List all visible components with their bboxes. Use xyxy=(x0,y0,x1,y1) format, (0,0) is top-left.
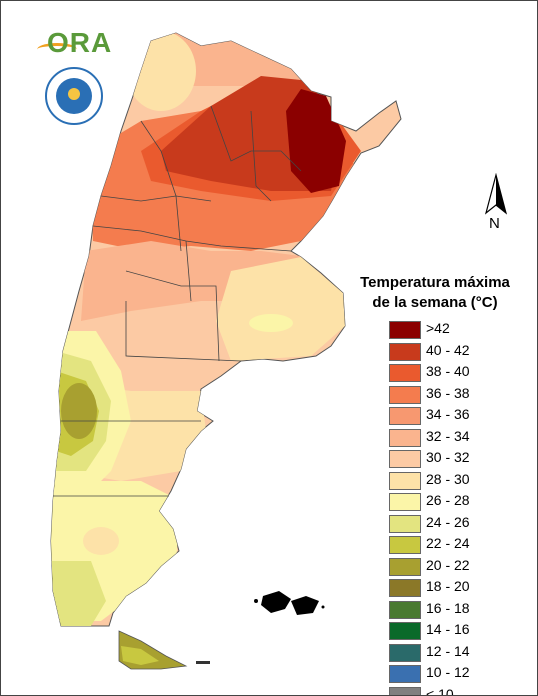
legend-swatch xyxy=(389,471,421,490)
legend-label: 36 - 38 xyxy=(426,384,470,401)
legend-swatch xyxy=(389,622,421,640)
zone-north-west-light xyxy=(126,33,196,111)
zone-28-30-south-spot xyxy=(83,527,119,555)
legend-label: >42 xyxy=(426,320,450,336)
legend-swatch xyxy=(389,600,421,619)
legend-swatch xyxy=(389,321,421,339)
legend-swatch xyxy=(389,643,421,662)
zone-24-26-south xyxy=(51,561,106,626)
zone-20-22-andes xyxy=(61,383,97,439)
legend-label: 10 - 12 xyxy=(426,664,470,680)
sun-icon xyxy=(68,88,80,100)
legend-swatch xyxy=(389,407,421,425)
province-boundaries xyxy=(53,105,302,497)
legend-label: 26 - 28 xyxy=(426,492,470,508)
legend-title: Temperatura máxima de la semana (°C) xyxy=(335,273,535,313)
legend-label: 22 - 24 xyxy=(426,535,470,551)
malvinas-islands xyxy=(254,591,325,615)
tierra-del-fuego-light xyxy=(121,646,159,665)
zone-26-28-coast xyxy=(249,314,293,332)
legend-swatch xyxy=(389,536,421,554)
legend-label: 30 - 32 xyxy=(426,449,470,465)
north-label: N xyxy=(489,215,500,232)
legend-swatch xyxy=(389,514,421,533)
isla-de-los-estados xyxy=(196,661,210,664)
legend-label: 20 - 22 xyxy=(426,556,470,573)
legend-swatch xyxy=(389,450,421,468)
north-arrow-icon xyxy=(484,173,508,215)
zone-over-42 xyxy=(286,89,346,193)
legend-label: 40 - 42 xyxy=(426,341,470,358)
legend-swatch xyxy=(389,428,421,447)
legend-label: < 10 xyxy=(426,685,454,696)
zone-32-34 xyxy=(81,241,301,321)
legend-label: 38 - 40 xyxy=(426,363,470,379)
legend-title-line1: Temperatura máxima xyxy=(360,274,510,291)
smn-logo xyxy=(45,67,103,125)
legend-title-line2: de la semana (°C) xyxy=(372,294,498,311)
legend-label: 18 - 20 xyxy=(426,578,470,594)
smn-logo-inner xyxy=(56,78,92,114)
legend-swatch xyxy=(389,579,421,597)
legend-swatch xyxy=(389,665,421,683)
legend-label: 16 - 18 xyxy=(426,599,470,616)
legend-label: 34 - 36 xyxy=(426,406,470,422)
ora-logo: ORA xyxy=(47,27,113,58)
ora-logo-swoosh xyxy=(37,43,77,56)
legend-swatch xyxy=(389,493,421,511)
legend-label: 12 - 14 xyxy=(426,642,470,659)
legend-swatch xyxy=(389,342,421,361)
legend-swatch xyxy=(389,686,421,695)
legend-label: 24 - 26 xyxy=(426,513,470,530)
legend-swatch xyxy=(389,385,421,404)
legend-label: 14 - 16 xyxy=(426,621,470,637)
legend-swatch xyxy=(389,557,421,576)
legend-label: 32 - 34 xyxy=(426,427,470,444)
legend-swatch xyxy=(389,364,421,382)
legend-label: 28 - 30 xyxy=(426,470,470,487)
zone-28-30-east xyxy=(216,257,345,361)
